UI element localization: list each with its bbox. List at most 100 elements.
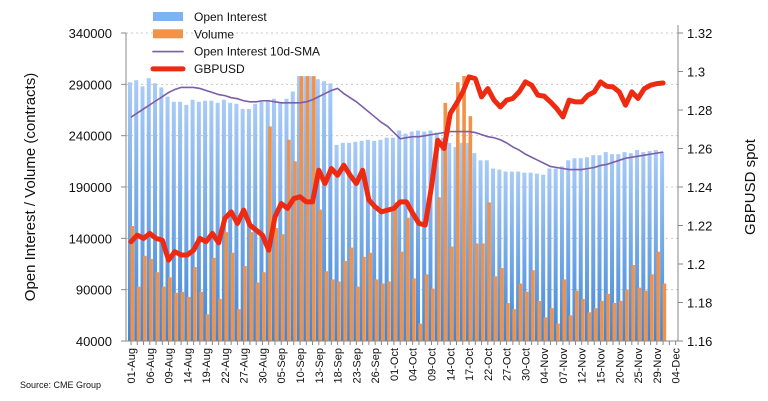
- volume-bar: [524, 291, 529, 341]
- volume-bar: [230, 252, 235, 341]
- volume-bar: [143, 255, 147, 341]
- legend-swatch: [153, 12, 183, 21]
- volume-bar: [374, 279, 379, 341]
- open-interest-bar: [660, 152, 665, 341]
- volume-bar: [412, 278, 416, 341]
- open-interest-bar: [134, 80, 139, 341]
- volume-bar: [506, 303, 510, 341]
- open-interest-bar: [372, 140, 377, 341]
- volume-bar: [587, 312, 592, 341]
- lines: [128, 74, 666, 263]
- open-interest-bar: [265, 100, 270, 341]
- open-interest-bar: [553, 168, 558, 341]
- x-tick-label: 14-Aug: [182, 348, 194, 383]
- open-interest-bar: [196, 101, 201, 341]
- oi-sma-line: [130, 86, 664, 171]
- volume-bar: [337, 281, 341, 341]
- left-axis-title: Open Interest / Volume (contracts): [22, 73, 39, 301]
- x-tick-label: 14-Oct: [445, 348, 457, 381]
- volume-bar: [355, 286, 360, 341]
- open-interest-bar: [390, 137, 395, 341]
- left-tick-label: 190000: [69, 180, 112, 195]
- volume-bar: [149, 258, 153, 341]
- open-interest-bar: [384, 137, 389, 341]
- x-tick-label: 27-Oct: [502, 348, 514, 381]
- right-tick-label: 1.24: [687, 180, 712, 195]
- left-tick-label: 290000: [69, 77, 112, 92]
- open-interest-bar: [171, 101, 176, 341]
- volume-bar: [324, 271, 329, 341]
- open-interest-bar: [628, 153, 633, 341]
- x-tick-label: 30-Oct: [520, 348, 532, 381]
- x-tick-label: 27-Aug: [239, 348, 251, 383]
- open-interest-bar: [597, 155, 602, 341]
- open-interest-bar: [622, 152, 627, 341]
- volume-bar: [261, 272, 266, 341]
- right-tick-label: 1.18: [687, 296, 712, 311]
- open-interest-bar: [434, 132, 439, 341]
- open-interest-bar: [516, 171, 521, 341]
- axes: 340000 290000 240000 190000 140000 90000 40000…: [69, 25, 712, 384]
- volume-bar: [574, 290, 579, 341]
- x-tick-label: 12-Nov: [577, 348, 589, 384]
- open-interest-bar: [478, 160, 483, 341]
- volume-bar: [255, 282, 260, 341]
- volume-bar: [612, 303, 617, 341]
- volume-bar: [537, 300, 541, 341]
- volume-bar: [424, 274, 429, 341]
- open-interest-bar: [578, 158, 583, 341]
- open-interest-bar: [635, 150, 640, 341]
- gbpusd-line: [128, 74, 666, 263]
- open-interest-bar: [153, 83, 158, 341]
- volume-bar: [224, 232, 228, 341]
- volume-bar: [543, 317, 548, 341]
- right-tick-label: 1.28: [687, 103, 712, 118]
- volume-bar: [606, 293, 610, 341]
- volume-bar: [418, 323, 423, 341]
- volume-bar: [600, 300, 604, 341]
- open-interest-bar: [278, 102, 283, 342]
- volume-bar: [643, 290, 648, 341]
- x-tick-label: 04-Oct: [408, 348, 420, 381]
- volume-bar: [168, 277, 172, 341]
- volume-bar: [405, 217, 410, 341]
- volume-bar: [349, 247, 354, 341]
- open-interest-bar: [190, 99, 195, 341]
- x-tick-label: 01-Oct: [389, 348, 401, 381]
- volume-bar: [399, 251, 404, 341]
- volume-bar: [243, 266, 247, 341]
- volume-bar: [637, 287, 642, 341]
- volume-bar: [180, 291, 185, 341]
- left-tick-label: 240000: [69, 129, 112, 144]
- x-tick-label: 20-Nov: [614, 348, 626, 384]
- volume-bar: [549, 308, 554, 341]
- open-interest-bar: [140, 86, 145, 342]
- legend: Open Interest Volume Open Interest 10d-SMA…: [150, 10, 320, 76]
- open-interest-bar: [290, 91, 295, 342]
- right-tick-label: 1.32: [687, 26, 712, 41]
- x-tick-label: 13-Sep: [314, 348, 326, 383]
- open-interest-bar: [128, 82, 132, 341]
- open-interest-bar: [503, 171, 508, 341]
- volume-bar: [631, 265, 635, 341]
- x-tick-label: 17-Oct: [464, 348, 476, 381]
- x-tick-label: 25-Nov: [633, 348, 645, 384]
- open-interest-bar: [447, 142, 452, 341]
- open-interest-bar: [528, 172, 533, 341]
- open-interest-bar: [453, 146, 458, 341]
- volume-bar: [593, 308, 598, 341]
- open-interest-bar: [259, 101, 264, 341]
- volume-bar: [380, 283, 385, 341]
- volume-bar: [437, 197, 441, 341]
- open-interest-bar: [203, 100, 208, 341]
- open-interest-bar: [347, 142, 352, 341]
- open-interest-bar: [340, 142, 345, 341]
- x-tick-label: 04-Nov: [539, 348, 551, 384]
- volume-bar: [562, 279, 567, 341]
- volume-bar: [443, 102, 448, 342]
- x-tick-label: 09-Aug: [164, 348, 176, 383]
- open-interest-bar: [591, 155, 596, 341]
- volume-bar: [362, 256, 366, 341]
- open-interest-bar: [159, 87, 164, 341]
- open-interest-bar: [491, 168, 496, 341]
